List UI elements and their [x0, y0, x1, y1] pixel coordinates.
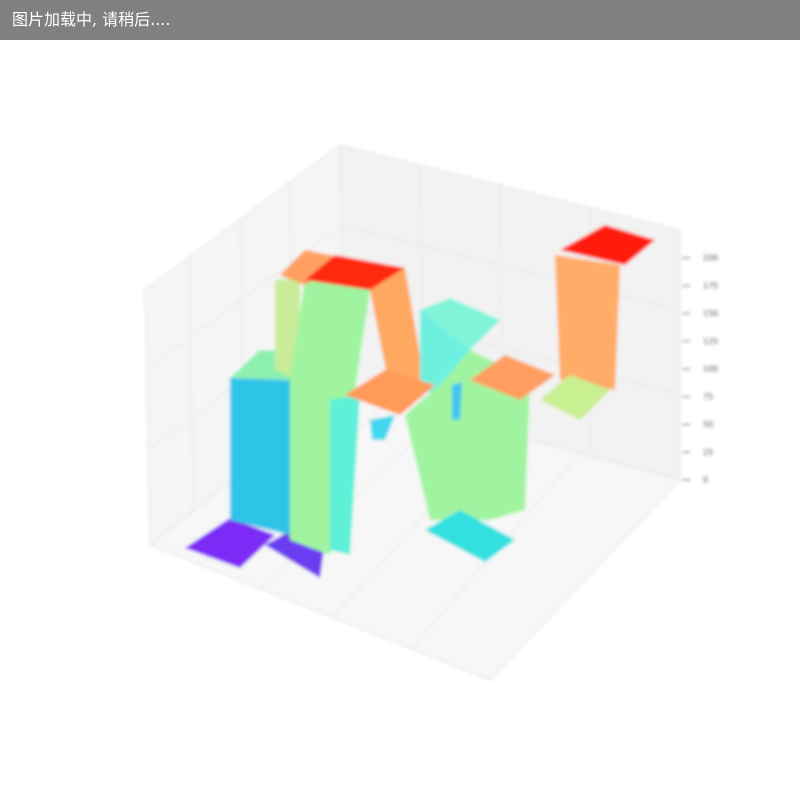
bar-face	[452, 382, 462, 420]
z-tick-label: 150	[703, 309, 718, 318]
z-axis: 0 25 50 75 100 125 150 175 200	[682, 254, 718, 485]
z-tick-label: 125	[703, 337, 718, 346]
loading-text: 图片加载中, 请稍后....	[12, 10, 171, 29]
bar-face	[370, 268, 425, 390]
bar-face	[305, 255, 405, 290]
z-tick-label: 75	[703, 392, 713, 401]
bar-face	[280, 250, 345, 285]
bar-face	[370, 415, 395, 440]
bar-face	[345, 370, 435, 415]
bar-face	[185, 518, 275, 568]
chart-3d: 0 25 50 75 100 125 150 175 200	[144, 144, 718, 681]
z-tick-label: 200	[703, 254, 718, 263]
z-tick-label: 100	[703, 365, 718, 374]
bar-face	[555, 255, 620, 390]
bar-face	[540, 375, 610, 420]
chart-image: 0 25 50 75 100 125 150 175 200	[144, 144, 718, 681]
z-tick-label: 0	[703, 476, 708, 485]
bar-face	[405, 350, 530, 520]
bar-face	[470, 355, 555, 400]
bar-face	[560, 225, 655, 265]
loading-bar: 图片加载中, 请稍后....	[0, 0, 800, 40]
bar-face	[330, 395, 360, 555]
bar-face	[230, 378, 290, 535]
z-tick-label: 50	[703, 420, 713, 429]
bar-face	[275, 278, 300, 380]
bar-face	[420, 298, 500, 350]
z-tick-label: 25	[703, 448, 713, 457]
bar-face	[425, 510, 515, 562]
z-tick-label: 175	[703, 281, 718, 290]
